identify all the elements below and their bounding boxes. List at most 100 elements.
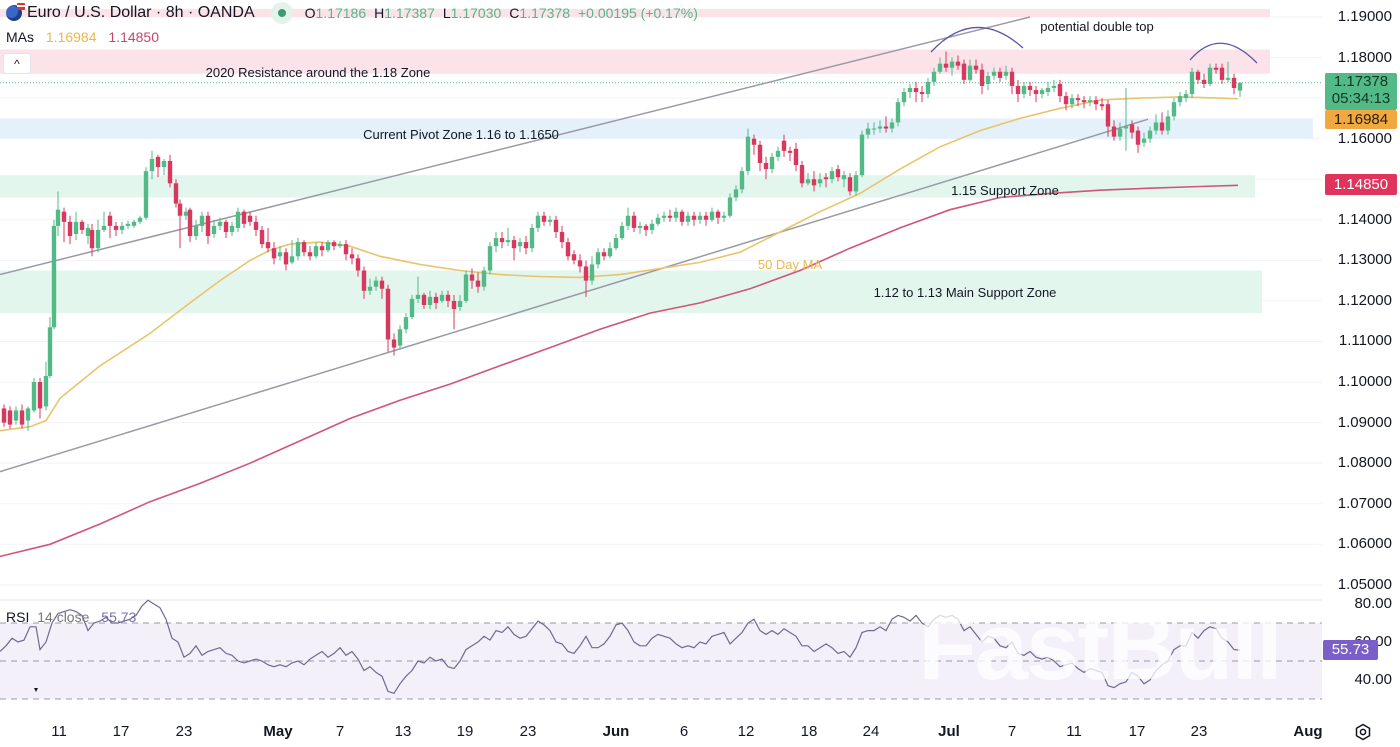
collapse-legend-button[interactable]: ^: [3, 53, 31, 74]
settings-icon[interactable]: [1354, 723, 1372, 741]
time-tick: 11: [1066, 723, 1082, 740]
candle-body: [161, 160, 167, 168]
candle-body: [775, 150, 781, 157]
candle-body: [167, 160, 173, 184]
candle-body: [391, 339, 397, 348]
candle-body: [337, 244, 343, 247]
candle-body: [835, 169, 841, 178]
moving-averages-legend[interactable]: MAs 1.16984 1.14850: [6, 29, 159, 45]
fastbull-watermark: FastBull: [918, 593, 1283, 700]
candle-body: [853, 175, 859, 192]
candle-body: [331, 242, 337, 247]
time-tick: 17: [1128, 723, 1146, 740]
candle-body: [445, 294, 451, 301]
candle-body: [1183, 94, 1189, 99]
candle-body: [595, 252, 601, 265]
candle-body: [421, 294, 427, 305]
ma200-legend-value: 1.14850: [108, 29, 159, 45]
candle-body: [997, 71, 1003, 78]
candle-body: [859, 134, 865, 176]
candle-body: [307, 252, 313, 257]
candle-body: [113, 225, 119, 230]
zone-2: [0, 118, 1313, 139]
candle-body: [1075, 98, 1081, 101]
candle-body: [397, 329, 403, 346]
candle-body: [51, 225, 57, 328]
candle-body: [1057, 83, 1063, 97]
time-tick: 19: [456, 723, 474, 740]
candle-body: [931, 71, 937, 82]
candle-body: [841, 175, 847, 180]
candle-body: [535, 215, 541, 228]
candle-body: [193, 225, 199, 237]
ma50-line: [0, 96, 1239, 432]
zone-0: [0, 49, 1270, 74]
chart-header: Euro / U.S. Dollar · 8h · OANDA O1.17186…: [6, 2, 698, 24]
candle-body: [739, 171, 745, 190]
candle-body: [355, 258, 361, 271]
time-tick: 6: [679, 723, 689, 740]
time-tick: Jul: [938, 723, 960, 740]
candle-body: [745, 136, 751, 172]
candle-body: [937, 63, 943, 72]
candle-body: [415, 294, 421, 299]
rsi-tick-40: 40.00: [1354, 671, 1392, 688]
candle-body: [517, 242, 523, 247]
market-status-icon: [270, 2, 293, 24]
candle-body: [469, 274, 475, 281]
candle-body: [313, 246, 319, 257]
rsi-params: 14 close: [37, 609, 90, 625]
symbol-title[interactable]: Euro / U.S. Dollar · 8h · OANDA: [27, 4, 255, 21]
candle-body: [1039, 90, 1045, 95]
candle-body: [1207, 67, 1213, 84]
candle-body: [721, 215, 727, 218]
time-tick: 7: [335, 723, 345, 740]
candle-body: [787, 150, 793, 153]
candle-body: [13, 410, 19, 421]
trendline: [0, 118, 1149, 473]
candle-body: [137, 217, 143, 222]
support-115-label: 1.15 Support Zone: [951, 183, 1059, 198]
price-tick: 1.14000: [1337, 210, 1392, 228]
candle-body: [95, 229, 101, 249]
candle-body: [1051, 85, 1057, 88]
candle-body: [805, 179, 811, 184]
price-change: +0.00195 (+0.17%): [578, 5, 698, 21]
candle-body: [47, 327, 53, 376]
candle-body: [1111, 126, 1117, 137]
rsi-value-tag: 55.73: [1323, 640, 1378, 660]
time-tick: 23: [175, 723, 193, 740]
candle-body: [961, 63, 967, 80]
candle-body: [89, 229, 95, 249]
candle-body: [751, 138, 757, 145]
rsi-legend[interactable]: RSI 14 close 55.73: [6, 609, 136, 625]
time-tick: Aug: [1293, 723, 1323, 740]
ohlc-values: O1.17186 H1.17387 L1.17030 C1.17378 +0.0…: [305, 5, 698, 21]
candle-body: [7, 410, 13, 425]
main-support-label: 1.12 to 1.13 Main Support Zone: [873, 285, 1057, 300]
candle-body: [439, 294, 445, 301]
candle-body: [187, 209, 193, 237]
candle-body: [481, 270, 487, 287]
candle-body: [811, 179, 817, 186]
zone-1: [0, 8, 1270, 17]
candle-body: [343, 244, 349, 255]
candle-body: [1099, 104, 1105, 107]
candle-body: [223, 221, 229, 232]
high-label: H: [374, 5, 385, 21]
candle-body: [823, 177, 829, 180]
candle-body: [155, 156, 161, 168]
candle-body: [703, 215, 709, 220]
candle-body: [1171, 102, 1177, 117]
candle-body: [769, 156, 775, 170]
candle-body: [211, 225, 217, 234]
candle-body: [283, 252, 289, 265]
candle-body: [67, 221, 73, 237]
candle-body: [691, 215, 697, 220]
trendline: [0, 16, 1031, 276]
candle-body: [673, 211, 679, 218]
candle-body: [433, 296, 439, 303]
candle-body: [427, 296, 433, 305]
ma50-price-tag: 1.16984: [1325, 110, 1397, 129]
